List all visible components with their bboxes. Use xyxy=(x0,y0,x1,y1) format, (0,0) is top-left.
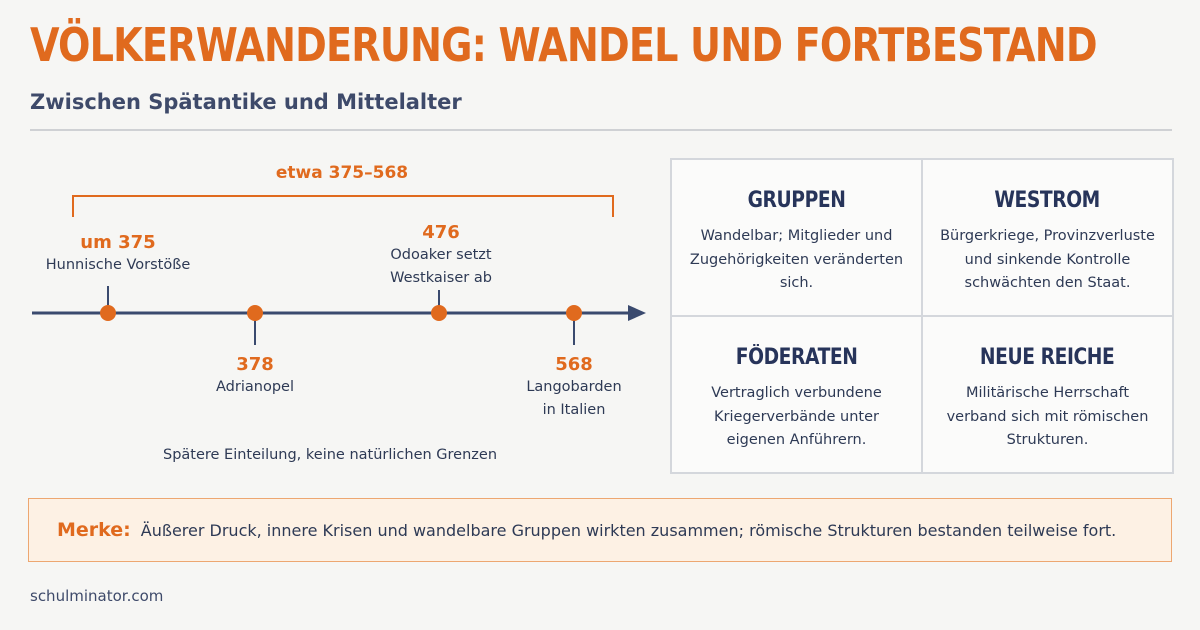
event-378: 378 Adrianopel xyxy=(216,354,294,399)
event-dot-375 xyxy=(100,305,116,321)
event-desc: Hunnische Vorstöße xyxy=(45,257,191,273)
page-title: VÖLKERWANDERUNG: WANDEL UND FORTBESTAND xyxy=(30,18,1098,72)
event-dot-568 xyxy=(566,305,582,321)
info-grid: GRUPPEN Wandelbar; Mitglieder und Zugehö… xyxy=(670,158,1174,474)
range-label: etwa 375–568 xyxy=(275,163,409,183)
page-subtitle: Zwischen Spätantike und Mittelalter xyxy=(30,90,462,114)
event-568: 568 Langobarden in Italien xyxy=(526,354,621,422)
event-dot-476 xyxy=(431,305,447,321)
event-year: 378 xyxy=(236,354,274,375)
cell-text: Militärische Herrschaft verband sich mit… xyxy=(946,385,1149,448)
event-desc: Adrianopel xyxy=(216,379,294,395)
event-year: 476 xyxy=(422,222,460,243)
event-year: 568 xyxy=(555,354,593,375)
cell-title: WESTROM xyxy=(994,188,1101,213)
cell-foederaten: FÖDERATEN Vertraglich verbundene Krieger… xyxy=(671,316,922,473)
range-bracket xyxy=(72,195,614,217)
merke-text: Äußerer Druck, innere Krisen und wandelb… xyxy=(140,520,1117,540)
cell-neue-reiche: NEUE REICHE Militärische Herrschaft verb… xyxy=(922,316,1173,473)
cell-westrom: WESTROM Bürgerkriege, Provinzverluste un… xyxy=(922,159,1173,316)
event-476: 476 Odoaker setzt Westkaiser ab xyxy=(390,222,492,290)
cell-gruppen: GRUPPEN Wandelbar; Mitglieder und Zugehö… xyxy=(671,159,922,316)
header-divider xyxy=(30,129,1172,131)
cell-text: Wandelbar; Mitglieder und Zugehörigkeite… xyxy=(689,228,904,291)
footer-site: schulminator.com xyxy=(30,587,164,605)
cell-title: NEUE REICHE xyxy=(980,345,1115,370)
merke-label: Merke: xyxy=(57,519,131,541)
cell-text: Bürgerkriege, Provinzverluste und sinken… xyxy=(940,228,1155,291)
cell-text: Vertraglich verbundene Kriegerverbände u… xyxy=(711,385,882,448)
event-dot-378 xyxy=(247,305,263,321)
event-desc: Langobarden in Italien xyxy=(526,379,622,418)
merke-box: Merke: Äußerer Druck, innere Krisen und … xyxy=(28,498,1172,562)
cell-title: FÖDERATEN xyxy=(735,345,858,370)
timeline-arrowhead xyxy=(628,305,646,321)
event-year: um 375 xyxy=(80,232,156,253)
cell-title: GRUPPEN xyxy=(747,188,846,213)
timeline-graphic xyxy=(32,195,646,345)
event-desc: Odoaker setzt Westkaiser ab xyxy=(390,247,492,286)
event-375: um 375 Hunnische Vorstöße xyxy=(46,232,191,277)
timeline-note: Spätere Einteilung, keine natürlichen Gr… xyxy=(162,447,498,463)
